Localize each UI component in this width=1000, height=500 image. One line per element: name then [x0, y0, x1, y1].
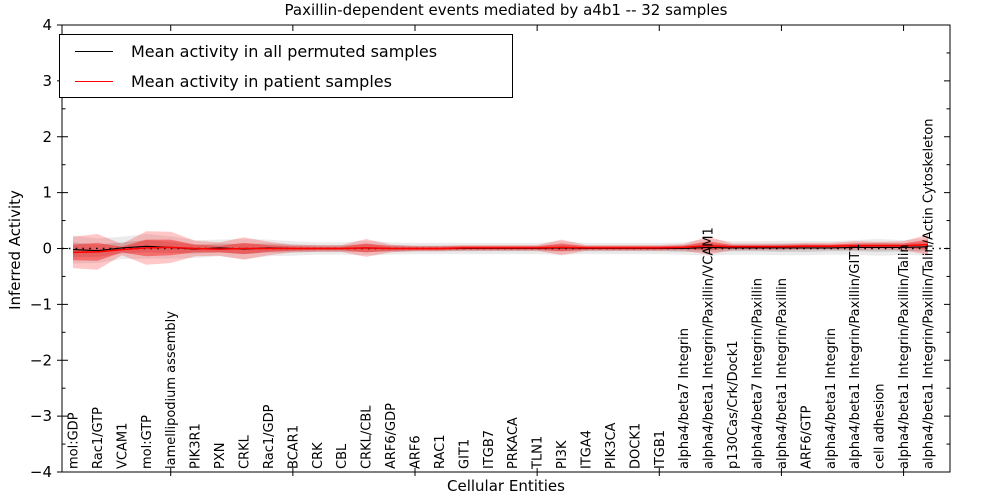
- category-label: ITGB7: [482, 430, 497, 469]
- legend-label-permuted: Mean activity in all permuted samples: [131, 41, 438, 61]
- chart-title: Paxillin-dependent events mediated by a4…: [284, 1, 728, 19]
- x-axis-label: Cellular Entities: [447, 477, 565, 495]
- category-label: alpha4/beta7 Integrin/Paxillin: [751, 278, 766, 469]
- category-label: mol:GDP: [67, 412, 82, 469]
- category-label: ARF6/GDP: [384, 403, 399, 469]
- category-label: p130Cas/Crk/Dock1: [726, 340, 741, 469]
- category-label: Rac1/GTP: [91, 407, 106, 469]
- category-label: ITGA4: [580, 430, 595, 469]
- y-tick-label: 1: [42, 184, 52, 202]
- category-label: VCAM1: [115, 423, 130, 469]
- patient-band-outer: [73, 231, 928, 270]
- y-tick-label: −1: [30, 295, 52, 313]
- category-label: ITGB1: [653, 430, 668, 469]
- category-label: alpha4/beta1 Integrin/Paxillin/Talin/Act…: [922, 119, 937, 469]
- category-label: mol:GTP: [140, 415, 155, 469]
- patient-band-inner: [73, 239, 928, 261]
- category-label: CRK: [311, 442, 326, 469]
- category-label: alpha4/beta1 Integrin/Paxillin/VCAM1: [702, 227, 717, 469]
- category-label: CRKL: [238, 434, 253, 469]
- patient-mean-line: [72, 243, 929, 254]
- category-label: TLN1: [531, 436, 546, 470]
- legend: Mean activity in all permuted samples Me…: [59, 34, 513, 98]
- category-label: BCAR1: [286, 425, 301, 469]
- category-label: CBL: [335, 443, 350, 469]
- category-label: CRKL/CBL: [360, 405, 375, 469]
- permuted-line-swatch: [75, 50, 113, 52]
- category-label: alpha4/beta1 Integrin/Paxillin: [775, 278, 790, 469]
- category-label: PXN: [213, 443, 228, 469]
- category-label: DOCK1: [628, 423, 643, 469]
- category-label: PIK3R1: [189, 423, 204, 469]
- category-label: alpha4/beta1 Integrin: [824, 328, 839, 469]
- category-label: alpha4/beta1 Integrin/Paxillin/Talin: [897, 244, 912, 469]
- legend-entry-patient: Mean activity in patient samples: [60, 66, 512, 96]
- patient-line-swatch: [75, 80, 113, 82]
- category-label: PI3K: [555, 440, 570, 469]
- category-label: alpha4/beta7 Integrin: [677, 328, 692, 469]
- y-tick-label: −2: [30, 351, 52, 369]
- category-label: Rac1/GDP: [262, 404, 277, 469]
- category-label: RAC1: [433, 434, 448, 469]
- category-label: PIK3CA: [604, 422, 619, 469]
- y-tick-label: 4: [42, 16, 52, 34]
- y-axis-label: Inferred Activity: [6, 190, 24, 310]
- y-tick-label: 3: [42, 72, 52, 90]
- y-tick-label: 2: [42, 128, 52, 146]
- legend-entry-permuted: Mean activity in all permuted samples: [60, 36, 512, 66]
- category-label: ARF6/GTP: [799, 405, 814, 469]
- category-label: PRKACA: [506, 417, 521, 469]
- legend-label-patient: Mean activity in patient samples: [131, 71, 392, 91]
- category-label: alpha4/beta1 Integrin/Paxillin/GIT1: [848, 243, 863, 469]
- category-label: cell adhesion: [873, 383, 888, 469]
- y-tick-label: −3: [30, 407, 52, 425]
- category-label: lamellipodium assembly: [164, 311, 179, 469]
- category-label: ARF6: [409, 435, 424, 469]
- category-label: GIT1: [457, 439, 472, 469]
- y-tick-label: 0: [42, 240, 52, 258]
- y-tick-label: −4: [30, 463, 52, 481]
